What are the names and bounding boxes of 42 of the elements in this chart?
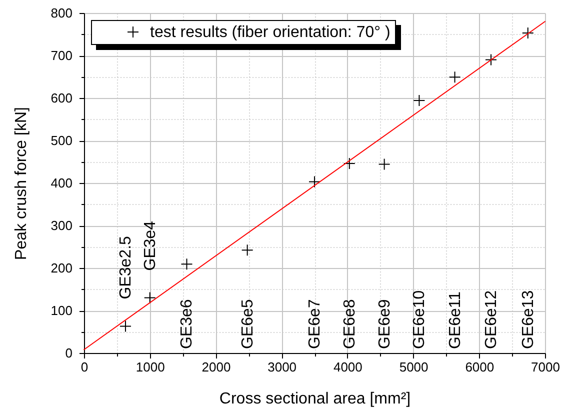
point	[413, 94, 426, 107]
annotation: GE6e9	[376, 299, 394, 349]
x-tick-label: 7000	[531, 360, 560, 374]
point	[180, 258, 193, 270]
annotation: GE3e4	[142, 220, 159, 271]
point	[241, 244, 254, 256]
x-tick-label: 4000	[333, 360, 362, 374]
annotation: GE6e13	[520, 290, 537, 349]
x-tick-label: 0	[80, 360, 88, 374]
y-axis-title: Peak crush force [kN]	[12, 107, 30, 260]
y-tick-label: 800	[50, 6, 72, 20]
x-axis-title: Cross sectional area [mm²]	[219, 390, 411, 408]
annotation: GE6e8	[341, 299, 358, 349]
y-tick-label: 500	[50, 133, 72, 148]
annotation: GE6e12	[482, 290, 500, 349]
y-tick-label: 100	[50, 303, 72, 318]
annotation: GE6e7	[306, 299, 324, 349]
annotation: GE6e11	[446, 291, 464, 349]
y-tick-label: 0	[65, 346, 72, 360]
point	[343, 157, 356, 170]
point	[119, 320, 132, 332]
point	[144, 292, 156, 304]
point	[378, 158, 390, 170]
x-tick-label: 3000	[268, 360, 297, 374]
y-tick-label: 200	[50, 260, 72, 276]
y-tick-label: 600	[50, 90, 72, 106]
x-tick-label: 6000	[465, 360, 494, 374]
point	[448, 71, 461, 84]
annotation: GE3e6	[178, 299, 196, 349]
annotation: GE3e2.5	[117, 236, 134, 300]
point	[484, 54, 497, 66]
annotation: GE6e5	[239, 299, 256, 349]
y-tick-label: 700	[50, 48, 72, 63]
y-tick-label: 300	[50, 218, 72, 233]
point	[522, 26, 534, 39]
annotation: GE6e10	[411, 290, 428, 349]
legend-label: test results (fiber orientation: 70° )	[150, 24, 390, 41]
x-tick-label: 2000	[202, 360, 231, 374]
x-tick-label: 1000	[136, 360, 165, 374]
y-tick-label: 400	[50, 176, 72, 190]
x-tick-label: 5000	[399, 360, 428, 374]
point	[308, 176, 320, 188]
